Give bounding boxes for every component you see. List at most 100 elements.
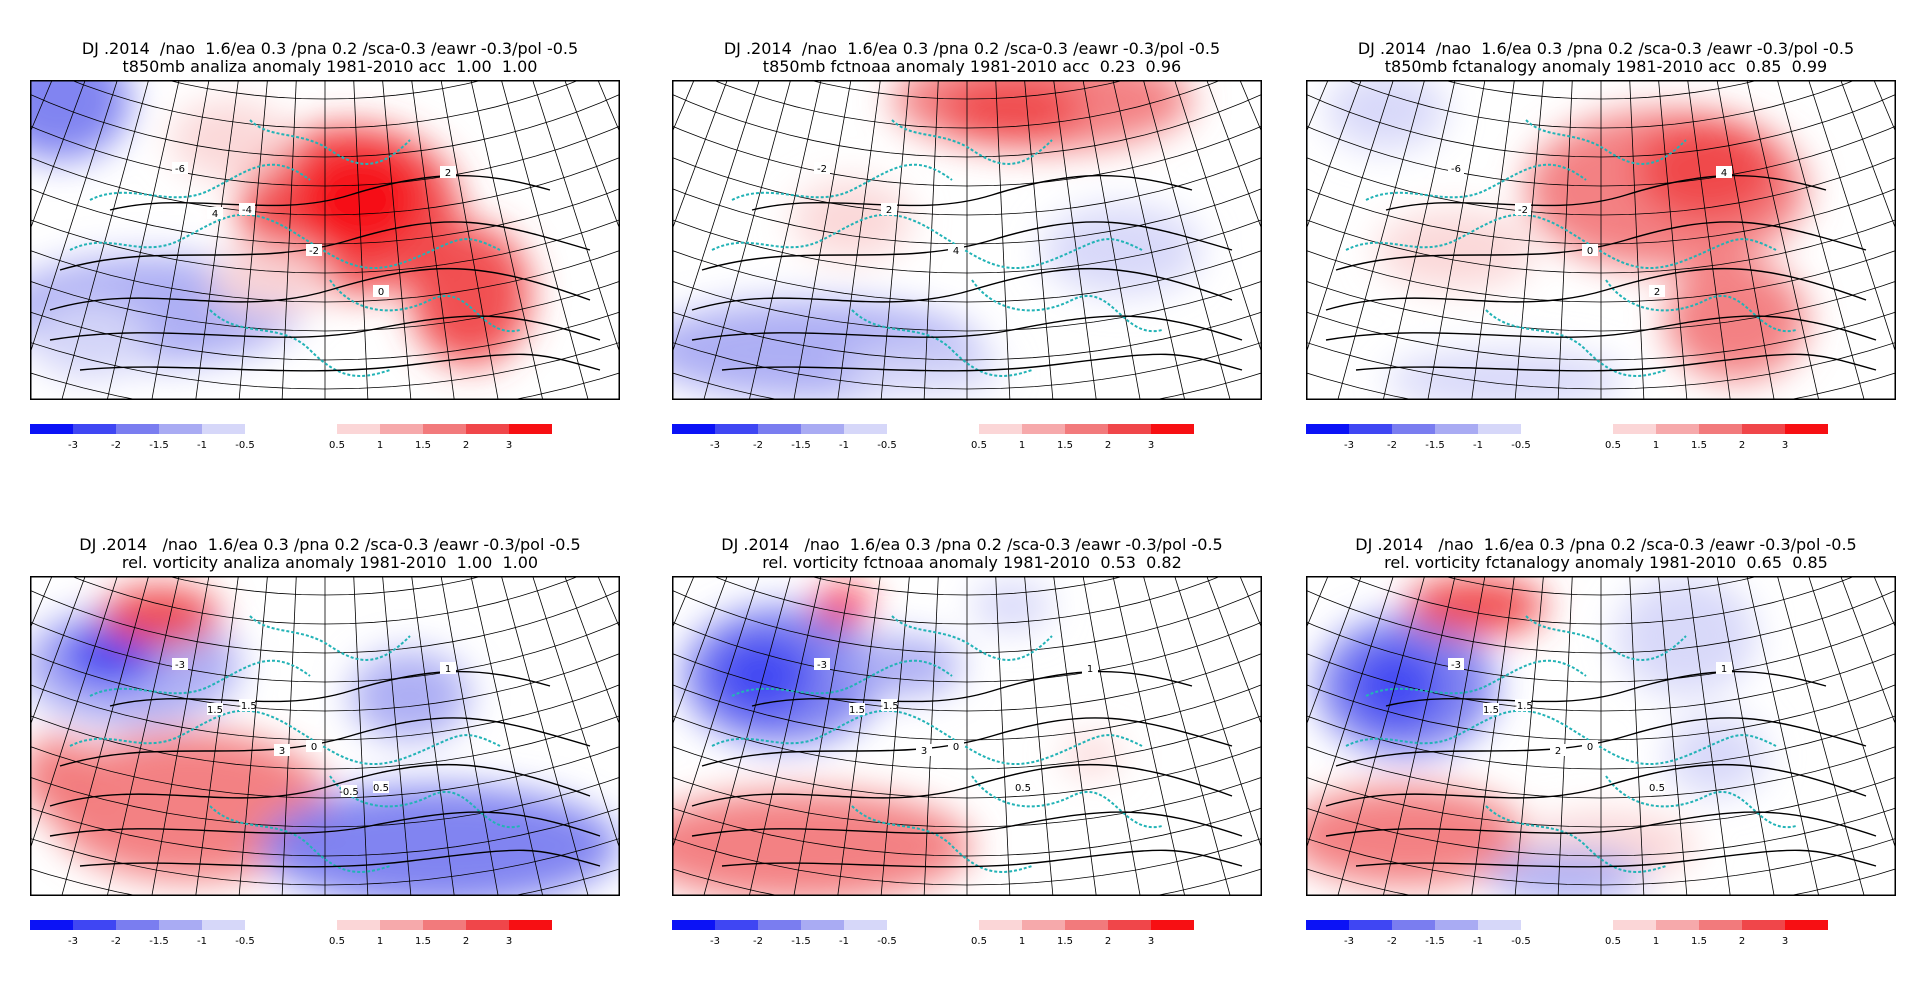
- colorbar-tick-label: 2: [463, 440, 469, 451]
- colorbar-tick-label: 1.5: [1057, 440, 1073, 451]
- anomaly-patch: [792, 180, 912, 260]
- contour-label-bg: [881, 699, 897, 711]
- anomaly-map: -3 -1.5 0 0.5 1 1.5 3: [672, 576, 1262, 896]
- contour-label: 2: [1555, 746, 1561, 757]
- anomaly-patch: [1376, 210, 1536, 290]
- contour-label-bg: [916, 744, 932, 756]
- shaded-region: [30, 80, 620, 400]
- anomaly-map: -2 2 4: [672, 80, 1262, 400]
- contour-label: -1.5: [237, 701, 257, 712]
- colorbar-swatch-negative: [844, 424, 887, 434]
- colorbar-swatch-positive: [1613, 424, 1656, 434]
- panel-title-line1: DJ .2014 /nao 1.6/ea 0.3 /pna 0.2 /sca-0…: [1357, 39, 1855, 58]
- colorbar-tick-label: -3: [1344, 936, 1354, 947]
- contour-label: 0.5: [373, 783, 389, 794]
- colorbar-tick-label: 2: [463, 936, 469, 947]
- contour-label: 2: [1654, 287, 1660, 298]
- contour-label-bg: [948, 244, 964, 256]
- coastline: [711, 615, 1163, 873]
- contour-label-bg: [440, 166, 456, 178]
- contour-label-bg: [814, 658, 830, 670]
- contour-label: 0: [311, 742, 317, 753]
- map-grid: [1306, 80, 1896, 400]
- contour-lines: [49, 670, 601, 868]
- contour-lines: [49, 174, 601, 372]
- contour-label-bg: [1716, 166, 1732, 178]
- colorbar-swatch-negative: [159, 920, 202, 930]
- colorbar-tick-label: 1.5: [415, 936, 431, 947]
- panel-title-line2: rel. vorticity fctnoaa anomaly 1981-2010…: [762, 553, 1182, 572]
- colorbar-swatch-negative: [758, 424, 801, 434]
- colorbar-swatch-positive: [509, 920, 552, 930]
- colorbar-tick-label: -0.5: [1511, 440, 1531, 451]
- colorbar-tick-label: 0.5: [329, 936, 345, 947]
- contour-label-bg: [440, 662, 456, 674]
- colorbar-swatch-negative: [73, 920, 116, 930]
- colorbar-tick-label: -1: [1473, 936, 1483, 947]
- colorbar-tick-label: 2: [1105, 440, 1111, 451]
- colorbar: -3 -2 -1.5 -1 -0.5 0.5 1 1.5 2 3: [30, 424, 552, 451]
- map-frame: [30, 576, 620, 896]
- colorbar-swatch-negative: [758, 920, 801, 930]
- colorbar-swatch-positive: [1065, 424, 1108, 434]
- colorbar-tick-label: 1.5: [1691, 936, 1707, 947]
- anomaly-patch: [942, 80, 1082, 140]
- contour-label: -3: [175, 660, 185, 671]
- colorbar-swatch-negative: [1435, 920, 1478, 930]
- colorbar-swatch-positive: [1699, 920, 1742, 930]
- contour-label-bg: [239, 203, 255, 215]
- panel-title-line2: rel. vorticity analiza anomaly 1981-2010…: [121, 553, 539, 572]
- anomaly-patch: [1306, 786, 1526, 886]
- anomaly-map: -3 -1.5 0 0.5 1 1.5 3 -0.5: [30, 576, 620, 896]
- contour-label-bg: [1082, 662, 1098, 674]
- colorbar-tick-label: -3: [710, 936, 720, 947]
- colorbar-swatch-negative: [801, 424, 844, 434]
- shaded-region: [1306, 80, 1896, 400]
- colorbar-swatch-negative: [1435, 424, 1478, 434]
- colorbar-swatch-negative: [801, 920, 844, 930]
- anomaly-patch: [1042, 205, 1202, 295]
- colorbar-swatch-positive: [380, 424, 423, 434]
- colorbar-swatch-positive: [1656, 920, 1699, 930]
- colorbar-swatch-negative: [159, 424, 202, 434]
- contour-label-bg: [373, 781, 389, 793]
- map-grid: [30, 80, 620, 400]
- colorbar-tick-label: 1: [377, 440, 383, 451]
- colorbar-swatch-positive: [1742, 920, 1785, 930]
- colorbar-swatch-negative: [73, 424, 116, 434]
- colorbar-tick-label: 3: [1782, 440, 1788, 451]
- colorbar-tick-label: -1: [839, 440, 849, 451]
- colorbar-swatch-negative: [202, 424, 245, 434]
- colorbar-tick-label: 1: [1653, 440, 1659, 451]
- shaded-region: [672, 576, 1262, 896]
- colorbar-tick-label: 3: [506, 440, 512, 451]
- anomaly-patch: [1326, 80, 1446, 150]
- colorbar-swatch-negative: [202, 920, 245, 930]
- colorbar-tick-label: 0.5: [971, 936, 987, 947]
- colorbar-swatch-positive: [1785, 920, 1828, 930]
- panel-title-line1: DJ .2014 /nao 1.6/ea 0.3 /pna 0.2 /sca-0…: [1355, 535, 1857, 554]
- contour-label-bg: [1582, 244, 1598, 256]
- colorbar-swatch-positive: [1022, 424, 1065, 434]
- contour-label: 0: [1587, 742, 1593, 753]
- anomaly-patch: [1636, 120, 1776, 220]
- colorbar-tick-label: 2: [1739, 936, 1745, 947]
- colorbar-tick-label: 3: [1782, 936, 1788, 947]
- contour-label-bg: [814, 162, 830, 174]
- contour-label-bg: [1483, 703, 1499, 715]
- colorbar-swatch-negative: [672, 424, 715, 434]
- map-grid: [672, 576, 1262, 896]
- colorbar-tick-label: 0.5: [329, 440, 345, 451]
- contour-label-bg: [207, 207, 223, 219]
- colorbar-tick-label: -2: [753, 440, 763, 451]
- anomaly-patch: [672, 791, 972, 896]
- contour-label: 0: [1587, 246, 1593, 257]
- contour-label: 0: [953, 742, 959, 753]
- contour-label-bg: [1550, 744, 1566, 756]
- colorbar-swatch-negative: [844, 920, 887, 930]
- panel-title-line1: DJ .2014 /nao 1.6/ea 0.3 /pna 0.2 /sca-0…: [79, 535, 581, 554]
- anomaly-patch: [1062, 736, 1122, 776]
- contour-label-bg: [341, 785, 357, 797]
- panel-title-line2: rel. vorticity fctanalogy anomaly 1981-2…: [1384, 553, 1828, 572]
- panel-title-line2: t850mb analiza anomaly 1981-2010 acc 1.0…: [122, 57, 538, 76]
